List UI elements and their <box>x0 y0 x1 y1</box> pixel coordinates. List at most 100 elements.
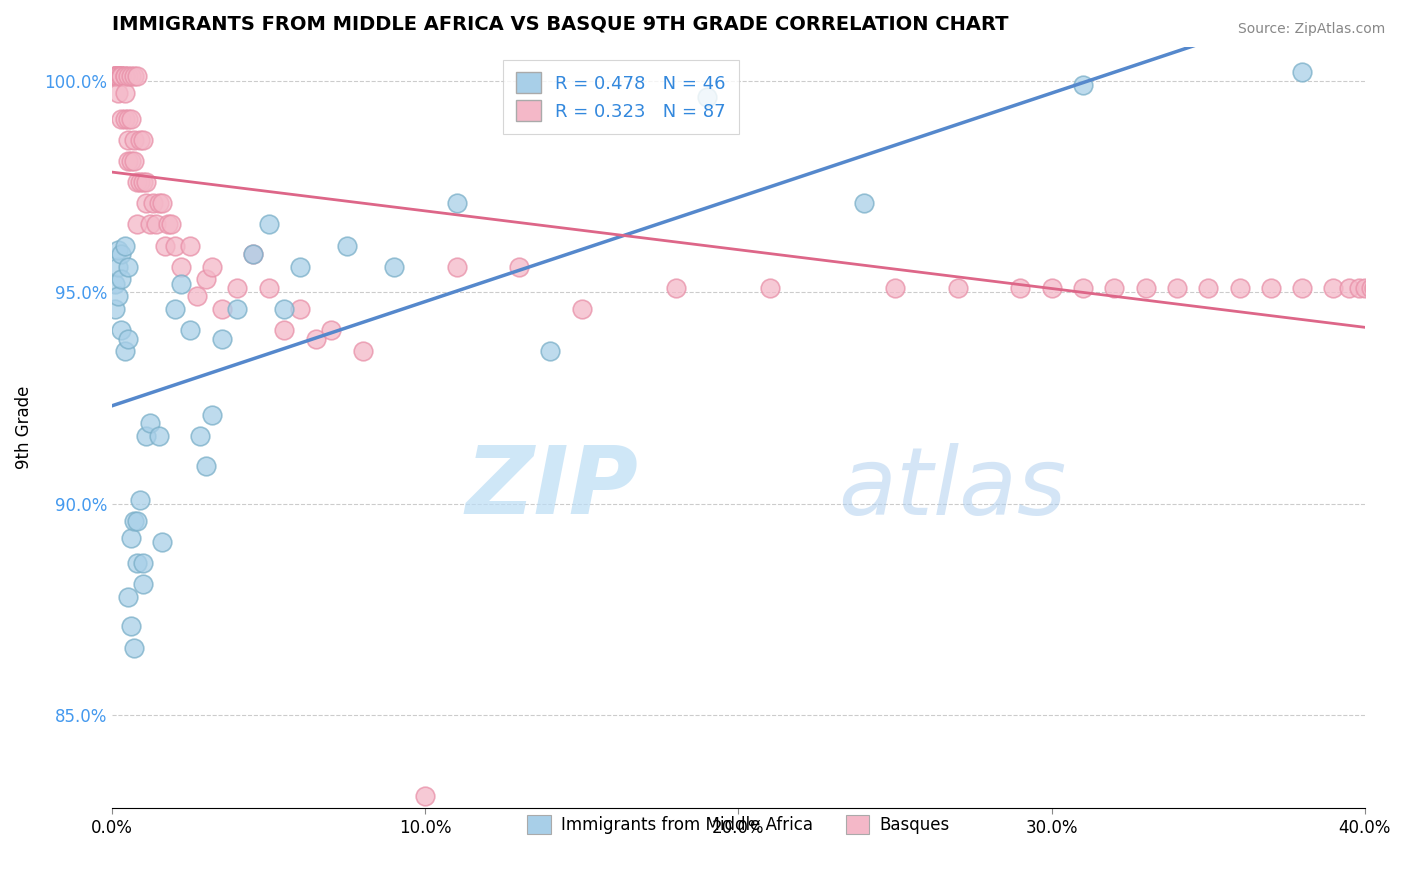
Point <box>150 196 173 211</box>
Point <box>117 590 139 604</box>
Point <box>117 133 139 147</box>
Text: atlas: atlas <box>838 443 1067 534</box>
Point <box>242 247 264 261</box>
Point <box>665 281 688 295</box>
Point <box>288 260 311 274</box>
Point <box>114 112 136 126</box>
Point <box>1354 281 1376 295</box>
Point <box>122 514 145 528</box>
Point <box>104 70 127 84</box>
Point <box>163 301 186 316</box>
Point <box>132 556 155 570</box>
Point <box>1197 281 1219 295</box>
Point <box>186 289 208 303</box>
Point <box>1360 281 1382 295</box>
Point <box>1367 281 1389 295</box>
Point <box>129 133 152 147</box>
Point <box>107 70 129 84</box>
Point <box>157 218 180 232</box>
Point <box>1229 281 1251 295</box>
Point <box>179 323 201 337</box>
Point <box>120 153 142 168</box>
Point <box>413 789 436 803</box>
Point <box>107 243 129 257</box>
Point <box>242 247 264 261</box>
Point <box>1369 281 1392 295</box>
Point <box>107 70 129 84</box>
Point <box>138 417 160 431</box>
Point <box>122 70 145 84</box>
Point <box>148 429 170 443</box>
Point <box>114 238 136 252</box>
Point <box>117 112 139 126</box>
Point <box>110 70 132 84</box>
Point <box>226 281 249 295</box>
Point <box>135 175 157 189</box>
Point <box>117 332 139 346</box>
Y-axis label: 9th Grade: 9th Grade <box>15 386 32 469</box>
Point <box>446 196 468 211</box>
Point <box>122 153 145 168</box>
Point <box>179 238 201 252</box>
Point <box>110 323 132 337</box>
Point <box>884 281 907 295</box>
Point <box>257 281 280 295</box>
Point <box>145 218 167 232</box>
Point <box>129 492 152 507</box>
Point <box>107 70 129 84</box>
Point <box>211 301 233 316</box>
Point <box>142 196 165 211</box>
Point <box>125 514 148 528</box>
Point <box>107 289 129 303</box>
Point <box>201 260 224 274</box>
Point <box>852 196 875 211</box>
Point <box>104 301 127 316</box>
Point <box>120 112 142 126</box>
Point <box>1102 281 1125 295</box>
Point <box>540 344 562 359</box>
Point <box>122 640 145 655</box>
Point <box>758 281 780 295</box>
Point <box>125 70 148 84</box>
Point <box>117 70 139 84</box>
Point <box>1260 281 1282 295</box>
Point <box>1347 281 1369 295</box>
Point <box>1040 281 1063 295</box>
Legend: Immigrants from Middle Africa, Basques: Immigrants from Middle Africa, Basques <box>516 803 962 846</box>
Point <box>104 277 127 291</box>
Point <box>1322 281 1344 295</box>
Point <box>132 133 155 147</box>
Point <box>107 70 129 84</box>
Point <box>125 556 148 570</box>
Point <box>122 133 145 147</box>
Point <box>257 218 280 232</box>
Point <box>163 238 186 252</box>
Point <box>114 70 136 84</box>
Point <box>1291 65 1313 79</box>
Point <box>273 323 295 337</box>
Point <box>120 619 142 633</box>
Point <box>273 301 295 316</box>
Point <box>508 260 530 274</box>
Text: IMMIGRANTS FROM MIDDLE AFRICA VS BASQUE 9TH GRADE CORRELATION CHART: IMMIGRANTS FROM MIDDLE AFRICA VS BASQUE … <box>112 15 1008 34</box>
Point <box>104 70 127 84</box>
Point <box>1071 281 1094 295</box>
Point <box>352 344 374 359</box>
Point <box>201 408 224 422</box>
Point <box>135 196 157 211</box>
Point <box>194 458 217 473</box>
Point <box>211 332 233 346</box>
Text: ZIP: ZIP <box>465 442 638 534</box>
Point <box>117 260 139 274</box>
Point <box>110 70 132 84</box>
Point <box>336 238 359 252</box>
Point <box>170 277 193 291</box>
Point <box>129 175 152 189</box>
Point <box>1291 281 1313 295</box>
Point <box>114 344 136 359</box>
Point <box>107 87 129 101</box>
Point <box>321 323 343 337</box>
Point <box>104 70 127 84</box>
Point <box>104 70 127 84</box>
Point <box>446 260 468 274</box>
